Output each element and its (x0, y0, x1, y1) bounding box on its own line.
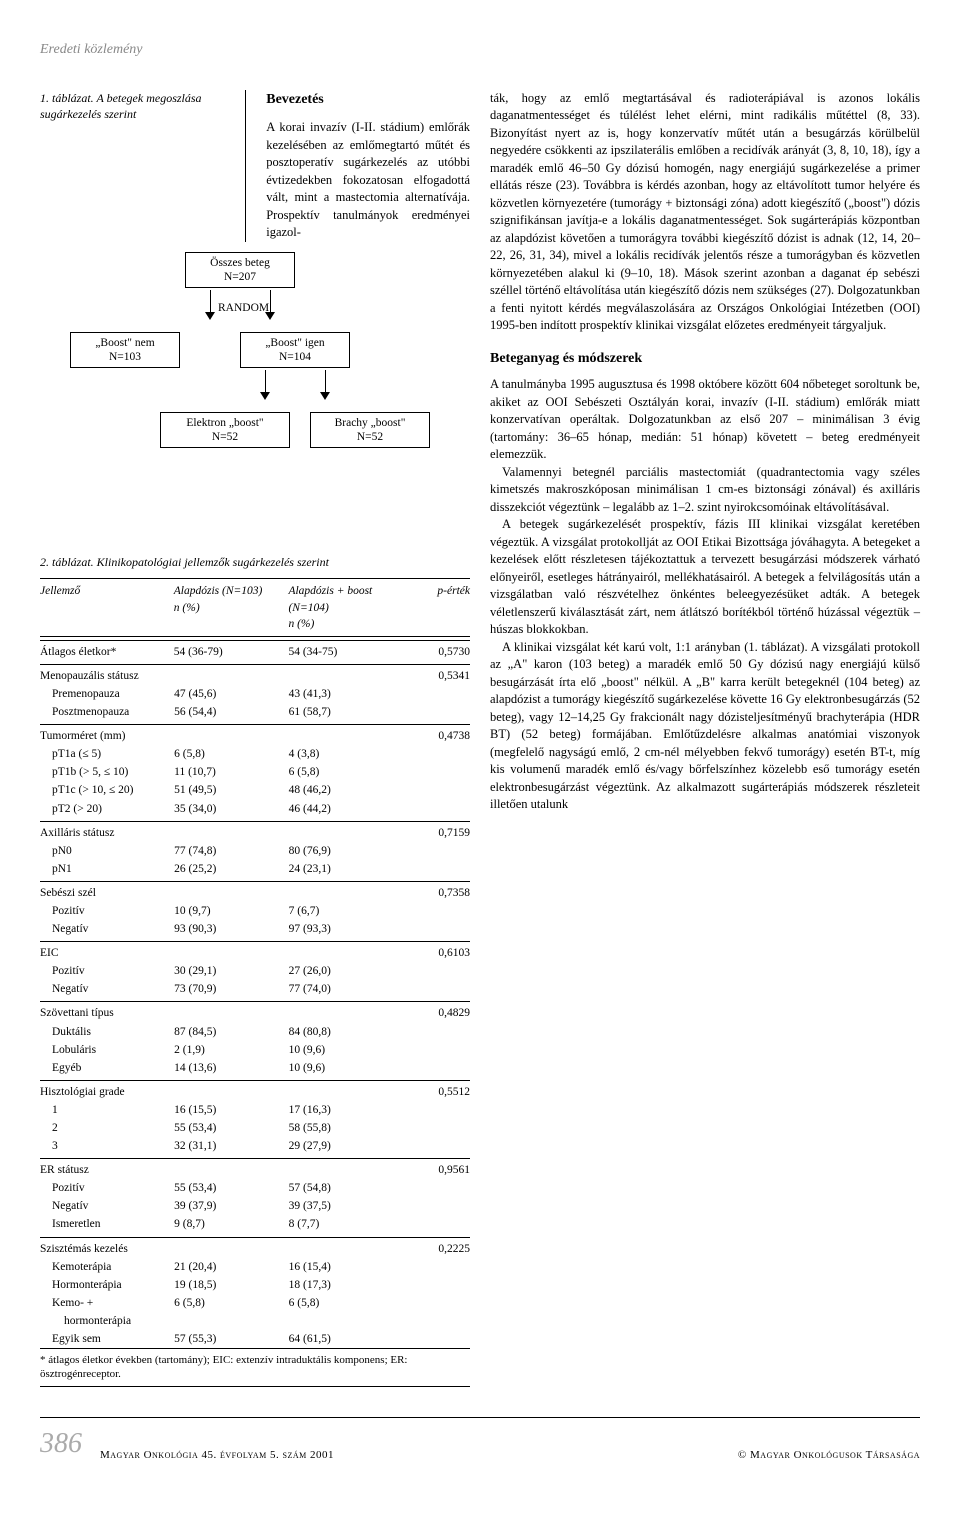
table-row: ER státusz0,9561 (40, 1158, 470, 1179)
table-row: pT1b (> 5, ≤ 10)11 (10,7)6 (5,8) (40, 763, 470, 781)
page-number: 386 (40, 1424, 82, 1463)
intro-heading: Bevezetés (266, 90, 470, 110)
table-row: Egyéb14 (13,6)10 (9,6) (40, 1059, 470, 1077)
table-row: Szövettani típus0,4829 (40, 1001, 470, 1022)
table-row: Tumorméret (mm)0,4738 (40, 724, 470, 745)
intro-text: A korai invazív (I-II. stádium) emlőrák … (266, 119, 470, 242)
section-header: Eredeti közlemény (40, 40, 920, 60)
table-row: Szisztémás kezelés0,2225 (40, 1237, 470, 1258)
journal-info: Magyar Onkológia 45. évfolyam 5. szám 20… (100, 1448, 334, 1463)
flow-box-electron: Elektron „boost" N=52 (160, 412, 290, 449)
table-row: Sebészi szél0,7358 (40, 881, 470, 902)
table-row: Ismeretlen9 (8,7)8 (7,7) (40, 1215, 470, 1233)
table2: Jellemző Alapdózis (N=103)n (%) Alapdózi… (40, 578, 470, 1386)
table-row: hormonterápia (40, 1312, 470, 1330)
flow-box-all: Összes beteg N=207 (185, 252, 295, 289)
flow-box-brachy: Brachy „boost" N=52 (310, 412, 430, 449)
table-row: Pozitív55 (53,4)57 (54,8) (40, 1179, 470, 1197)
right-column: ták, hogy az emlő megtartásával és radio… (490, 90, 920, 1387)
table-row: 116 (15,5)17 (16,3) (40, 1101, 470, 1119)
table-row: Pozitív30 (29,1)27 (26,0) (40, 962, 470, 980)
table-row: pN077 (74,8)80 (76,9) (40, 842, 470, 860)
table-row: pT2 (> 20)35 (34,0)46 (44,2) (40, 800, 470, 818)
table-row: Kemo- +6 (5,8)6 (5,8) (40, 1294, 470, 1312)
table-row: EIC0,6103 (40, 941, 470, 962)
table2-caption: 2. táblázat. Klinikopatológiai jellemzők… (40, 554, 470, 571)
table-row: 332 (31,1)29 (27,9) (40, 1137, 470, 1155)
copyright: © Magyar Onkológusok Társasága (738, 1448, 920, 1463)
table-row: Axilláris státusz0,7159 (40, 821, 470, 842)
body-paragraph: Valamennyi betegnél parciális mastectomi… (490, 464, 920, 517)
table1-caption: 1. táblázat. A betegek megoszlása sugárk… (40, 90, 220, 124)
body-paragraph: A klinikai vizsgálat két karú volt, 1:1 … (490, 639, 920, 814)
table-row: Egyik sem57 (55,3)64 (61,5) (40, 1330, 470, 1348)
flow-box-yes: „Boost" igen N=104 (240, 332, 350, 369)
flow-random-label: RANDOM (218, 300, 269, 316)
table-row: Menopauzális státusz0,5341 (40, 664, 470, 685)
table-row: Hormonterápia19 (18,5)18 (17,3) (40, 1276, 470, 1294)
th-feature: Jellemző (40, 583, 174, 631)
body-paragraph: A betegek sugárkezelését prospektív, fáz… (490, 516, 920, 639)
table-row: Negatív93 (90,3)97 (93,3) (40, 920, 470, 938)
table-row: 255 (53,4)58 (55,8) (40, 1119, 470, 1137)
methods-heading: Beteganyag és módszerek (490, 349, 920, 369)
table-row: Lobuláris2 (1,9)10 (9,6) (40, 1041, 470, 1059)
body-paragraph: ták, hogy az emlő megtartásával és radio… (490, 90, 920, 335)
table2-footnote: * átlagos életkor években (tartomány); E… (40, 1348, 470, 1386)
table-row: Negatív39 (37,9)39 (37,5) (40, 1197, 470, 1215)
table-row: pT1a (≤ 5)6 (5,8)4 (3,8) (40, 745, 470, 763)
table-row: Duktális87 (84,5)84 (80,8) (40, 1023, 470, 1041)
flowchart: Összes beteg N=207 RANDOM „Boost" nem N=… (40, 242, 470, 542)
table-row: Posztmenopauza56 (54,4)61 (58,7) (40, 703, 470, 721)
body-paragraph: A tanulmányba 1995 augusztusa és 1998 ok… (490, 376, 920, 464)
flow-box-no: „Boost" nem N=103 (70, 332, 180, 369)
left-column: 1. táblázat. A betegek megoszlása sugárk… (40, 90, 470, 1387)
table-row: Átlagos életkor*54 (36-79)54 (34-75)0,57… (40, 640, 470, 661)
table-row: pT1c (> 10, ≤ 20)51 (49,5)48 (46,2) (40, 781, 470, 799)
table-row: pN126 (25,2)24 (23,1) (40, 860, 470, 878)
th-boost: Alapdózis + boost (N=104)n (%) (288, 583, 412, 631)
table-row: Premenopauza47 (45,6)43 (41,3) (40, 685, 470, 703)
table-row: Hisztológiai grade0,5512 (40, 1080, 470, 1101)
table2-header-row: Jellemző Alapdózis (N=103)n (%) Alapdózi… (40, 579, 470, 636)
th-base: Alapdózis (N=103)n (%) (174, 583, 289, 631)
table-row: Pozitív10 (9,7)7 (6,7) (40, 902, 470, 920)
th-pvalue: p-érték (413, 583, 470, 631)
table-row: Kemoterápia21 (20,4)16 (15,4) (40, 1258, 470, 1276)
table-row: Negatív73 (70,9)77 (74,0) (40, 980, 470, 998)
page-footer: 386 Magyar Onkológia 45. évfolyam 5. szá… (40, 1417, 920, 1463)
